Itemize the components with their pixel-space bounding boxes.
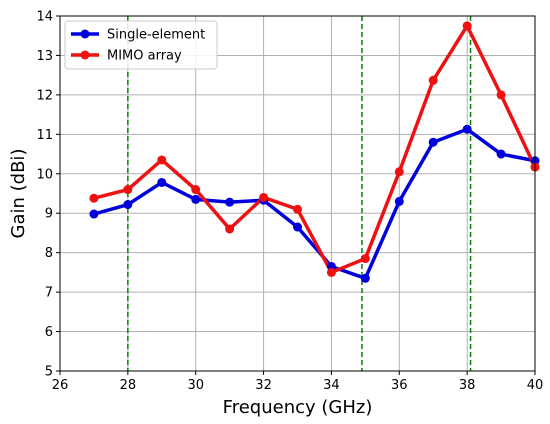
data-point — [293, 222, 302, 232]
data-point — [123, 200, 133, 210]
y-tick-label: 9 — [45, 207, 53, 222]
x-axis-label: Frequency (GHz) — [223, 397, 373, 418]
data-point — [293, 204, 302, 214]
data-point — [394, 196, 404, 206]
data-point — [225, 197, 235, 207]
data-point — [496, 149, 506, 159]
x-tick-label: 30 — [187, 378, 204, 393]
data-point — [360, 273, 370, 283]
data-point — [123, 185, 133, 195]
y-tick-label: 12 — [36, 88, 53, 103]
x-tick-label: 38 — [459, 378, 476, 393]
y-tick-label: 7 — [45, 286, 53, 301]
data-point — [496, 90, 506, 100]
y-tick-label: 14 — [36, 10, 53, 25]
x-tick-label: 34 — [323, 378, 340, 393]
data-point — [89, 209, 99, 219]
data-point — [225, 224, 235, 234]
y-tick-label: 6 — [45, 325, 53, 340]
data-point — [157, 177, 167, 187]
plot-frame — [59, 15, 536, 372]
x-tick-label: 26 — [52, 378, 69, 393]
x-tick-label: 28 — [120, 378, 137, 393]
x-tick-label: 40 — [527, 378, 544, 393]
y-tick-label: 8 — [45, 246, 53, 261]
y-tick-label: 11 — [36, 128, 53, 143]
data-point — [462, 21, 472, 31]
series-line-0 — [93, 127, 536, 281]
legend-box — [64, 20, 218, 70]
data-point — [428, 75, 438, 85]
data-point — [360, 254, 370, 264]
x-tick-labels: 26 28 30 32 34 36 38 40 — [52, 378, 544, 393]
y-tick-label: 13 — [36, 49, 53, 64]
data-point — [259, 192, 269, 202]
series-points — [89, 21, 540, 283]
data-point — [191, 185, 201, 195]
data-point — [89, 193, 99, 203]
data-point — [394, 167, 404, 177]
ticks — [56, 15, 536, 375]
series-line-1 — [93, 24, 537, 275]
data-point — [157, 155, 167, 165]
legend-label: MIMO array — [107, 49, 182, 64]
legend: Single-element MIMO array — [64, 20, 218, 70]
y-tick-labels: 5 6 7 8 9 10 11 12 13 14 — [36, 10, 53, 380]
data-point — [428, 137, 438, 147]
legend-marker — [80, 50, 90, 60]
y-tick-label: 5 — [45, 365, 53, 380]
legend-label: Single-element — [107, 28, 205, 43]
legend-marker — [80, 29, 90, 39]
y-tick-label: 10 — [36, 167, 53, 182]
data-point — [462, 124, 472, 134]
data-point — [326, 267, 336, 277]
series-lines — [93, 24, 537, 281]
x-tick-label: 36 — [391, 378, 408, 393]
x-tick-label: 32 — [255, 378, 272, 393]
y-axis-label: Gain (dBi) — [8, 149, 29, 239]
data-point — [191, 194, 201, 204]
